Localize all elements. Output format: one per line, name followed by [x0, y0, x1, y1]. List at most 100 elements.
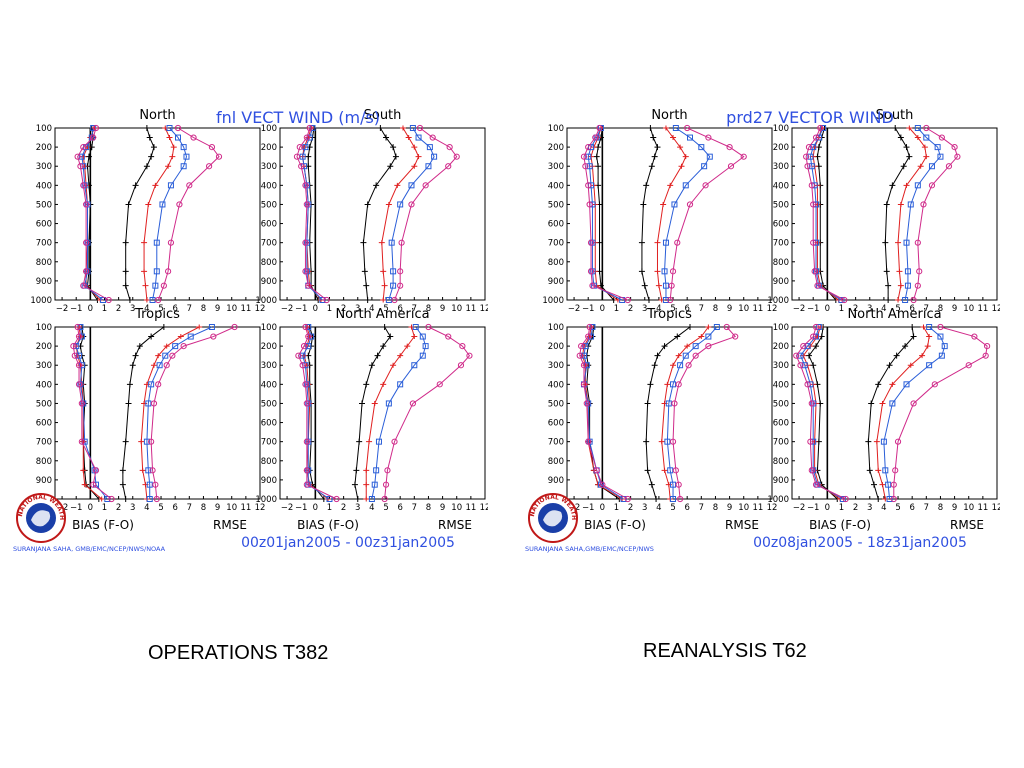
- rmse-series-line: [388, 127, 435, 301]
- bias-label: BIAS (F-O): [72, 518, 134, 532]
- rmse-point: [172, 343, 179, 350]
- panel-title: South: [364, 108, 402, 123]
- x-tick-label: 6: [397, 304, 402, 314]
- x-tick-label: −2: [568, 304, 581, 314]
- y-tick-label: 500: [548, 399, 564, 409]
- rmse-point: [408, 201, 415, 208]
- y-tick-label: 1000: [767, 296, 789, 306]
- bias-point: [588, 324, 595, 330]
- y-tick-label: 1000: [255, 296, 277, 306]
- rmse-point: [146, 481, 153, 488]
- y-tick-label: 400: [773, 380, 789, 390]
- rmse-point: [661, 467, 668, 473]
- rmse-point: [152, 481, 159, 488]
- rmse-series-line: [672, 326, 737, 500]
- bias-point: [108, 495, 115, 503]
- rmse-point: [391, 438, 398, 445]
- y-tick-label: 900: [548, 476, 564, 486]
- rmse-point: [411, 362, 418, 369]
- rmse-point: [971, 333, 978, 340]
- x-tick-label: 11: [977, 304, 988, 314]
- y-tick-label: 100: [36, 124, 52, 134]
- rmse-point: [231, 323, 238, 331]
- rmse-point: [187, 333, 194, 340]
- x-tick-label: 12: [992, 304, 1000, 314]
- bias-point: [300, 343, 308, 350]
- rmse-point: [672, 125, 679, 131]
- rmse-point: [897, 134, 904, 141]
- rmse-point: [385, 201, 392, 207]
- rmse-point: [398, 239, 405, 246]
- rmse-point: [937, 153, 944, 160]
- rmse-point: [644, 400, 651, 407]
- bias-series-line: [72, 326, 112, 500]
- bias-point: [808, 400, 815, 407]
- rmse-point: [145, 400, 152, 407]
- y-tick-label: 800: [548, 258, 564, 268]
- bias-point: [586, 201, 593, 208]
- rmse-point: [984, 343, 991, 350]
- rmse-point: [892, 467, 899, 474]
- bias-point: [801, 362, 808, 369]
- rmse-point: [906, 153, 913, 160]
- rmse-point: [363, 496, 370, 502]
- rmse-point: [160, 282, 167, 289]
- rmse-point: [149, 467, 156, 474]
- rmse-point: [419, 333, 426, 340]
- y-tick-label: 200: [261, 342, 277, 352]
- bias-point: [820, 125, 827, 131]
- x-tick-label: 4: [881, 503, 886, 513]
- rmse-point: [692, 352, 699, 359]
- rmse-point: [141, 240, 148, 246]
- rmse-point: [153, 268, 160, 275]
- bias-point: [305, 282, 312, 289]
- rmse-point: [196, 324, 203, 330]
- y-tick-label: 800: [261, 258, 277, 268]
- x-tick-label: 0: [313, 304, 318, 314]
- rmse-point: [190, 134, 197, 141]
- rmse-point: [647, 125, 654, 131]
- rmse-point: [941, 343, 948, 350]
- y-tick-label: 900: [261, 476, 277, 486]
- bias-point: [302, 268, 309, 275]
- bias-point: [582, 343, 589, 350]
- rmse-point: [687, 134, 693, 141]
- x-tick-label: 1: [327, 304, 332, 314]
- x-tick-label: −2: [56, 304, 69, 314]
- x-tick-label: 6: [909, 304, 914, 314]
- x-tick-label: 5: [670, 503, 675, 513]
- rmse-point: [373, 182, 380, 189]
- x-tick-label: 5: [383, 304, 388, 314]
- rmse-point: [126, 381, 133, 388]
- y-tick-label: 700: [548, 438, 564, 448]
- rmse-point: [162, 352, 169, 359]
- bias-point: [78, 438, 85, 445]
- bias-point: [299, 352, 306, 359]
- x-tick-label: 3: [867, 304, 872, 314]
- y-tick-label: 800: [773, 457, 789, 467]
- bias-point: [582, 362, 589, 368]
- bias-point: [589, 324, 596, 330]
- rmse-point: [906, 125, 913, 131]
- bias-point: [308, 125, 315, 131]
- bias-point: [76, 352, 83, 359]
- y-tick-label: 400: [548, 380, 564, 390]
- rmse-point: [671, 400, 678, 407]
- rmse-point: [896, 268, 903, 274]
- x-tick-label: 6: [684, 503, 689, 513]
- rmse-point: [165, 268, 172, 275]
- panel-title: North: [651, 108, 687, 123]
- bias-point: [298, 163, 305, 170]
- rmse-point: [879, 400, 886, 406]
- bias-point: [83, 201, 90, 208]
- y-tick-label: 500: [548, 200, 564, 210]
- rmse-point: [153, 495, 160, 503]
- rmse-point: [459, 343, 466, 350]
- bias-point: [302, 182, 309, 189]
- x-tick-label: 1: [839, 503, 844, 513]
- rmse-point: [883, 201, 890, 208]
- bias-point: [98, 496, 105, 502]
- rmse-point: [890, 495, 897, 503]
- rmse-point: [926, 324, 933, 330]
- rmse-point: [675, 353, 682, 359]
